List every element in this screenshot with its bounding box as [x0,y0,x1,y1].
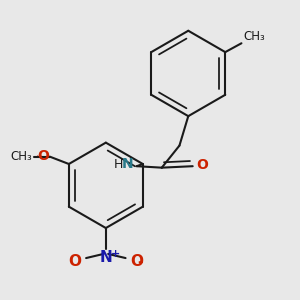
Text: O: O [196,158,208,172]
Text: CH₃: CH₃ [10,149,32,163]
Text: methoxy: methoxy [37,155,43,156]
Text: H: H [114,158,124,171]
Text: O: O [130,254,143,269]
Text: +: + [111,249,120,259]
Text: O: O [68,254,81,269]
Text: -: - [137,255,143,269]
Text: O: O [37,149,49,163]
Text: CH₃: CH₃ [243,30,265,43]
Text: N: N [122,157,134,171]
Text: N: N [100,250,112,265]
